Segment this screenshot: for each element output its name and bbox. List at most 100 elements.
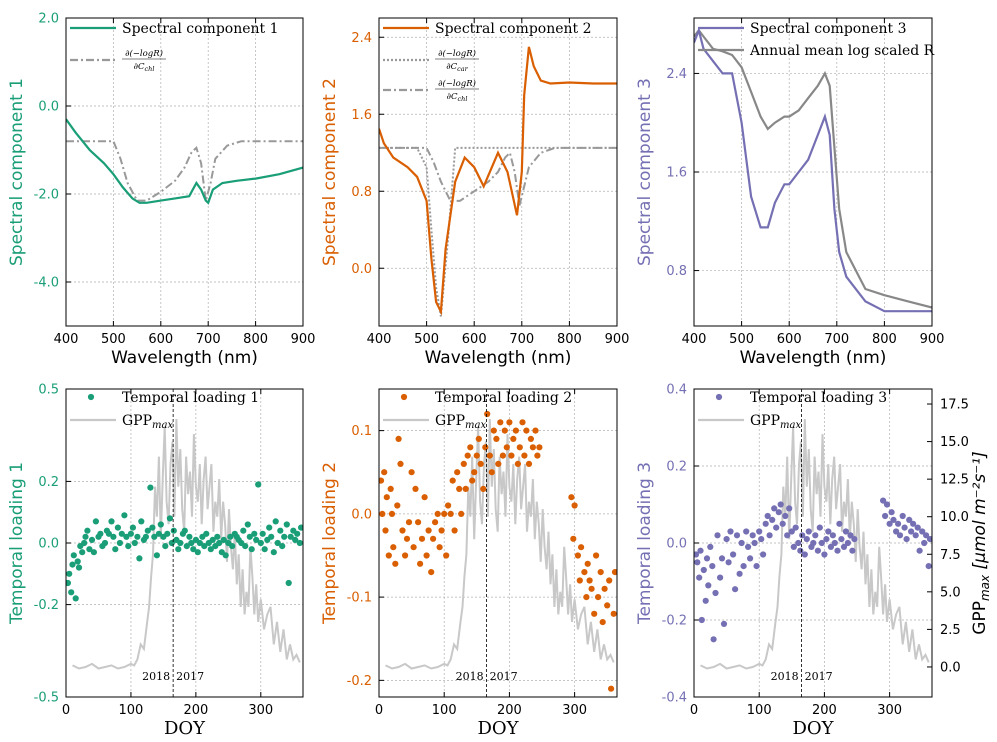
data-point xyxy=(738,539,745,547)
data-point xyxy=(694,559,701,566)
data-point xyxy=(417,560,424,567)
data-point xyxy=(532,427,539,434)
data-point xyxy=(705,582,712,589)
data-point xyxy=(105,530,112,537)
data-point xyxy=(597,569,604,576)
data-point xyxy=(534,452,541,459)
data-point xyxy=(257,539,264,547)
x-axis-label: DOY xyxy=(792,718,834,739)
data-point xyxy=(72,595,79,602)
data-point xyxy=(703,555,711,562)
legend-marker xyxy=(87,393,95,401)
data-point xyxy=(702,597,709,604)
x-tick-label: 200 xyxy=(183,703,208,718)
data-point xyxy=(790,543,797,551)
data-point xyxy=(842,528,850,535)
data-point xyxy=(123,533,130,540)
data-point xyxy=(222,552,229,559)
y-tick-label: 0.0 xyxy=(38,537,59,552)
spectral-component-2-line xyxy=(379,46,617,316)
panel-frame xyxy=(65,17,304,327)
x-tick-label: 400 xyxy=(682,332,707,347)
data-point xyxy=(888,509,895,516)
data-point xyxy=(882,512,889,520)
data-point xyxy=(144,527,151,534)
data-point xyxy=(127,530,134,537)
data-point xyxy=(399,527,406,534)
data-point xyxy=(246,533,253,540)
plot-area xyxy=(379,410,617,692)
gpp-max-line xyxy=(385,418,615,670)
year-label-2018: 2018 xyxy=(456,670,484,683)
data-point xyxy=(162,543,169,550)
y-tick-label: -0.4 xyxy=(662,691,687,706)
data-point xyxy=(784,532,791,539)
data-point xyxy=(610,610,617,617)
data-point xyxy=(707,543,714,551)
x-tick-label: 300 xyxy=(248,703,273,718)
data-point xyxy=(516,444,523,451)
x-tick-label: 700 xyxy=(196,332,221,347)
data-point xyxy=(814,547,822,554)
data-point xyxy=(415,519,422,526)
y2-tick-label: 0.0 xyxy=(940,660,961,675)
data-point xyxy=(153,552,160,559)
data-point xyxy=(694,551,700,558)
panel-frame xyxy=(65,388,304,698)
y-tick-label: -0.5 xyxy=(34,691,59,706)
x-tick-label: 900 xyxy=(605,332,630,347)
x-tick-label: 600 xyxy=(148,332,173,347)
data-point xyxy=(849,547,856,554)
data-point xyxy=(823,536,830,543)
x-tick-label: 800 xyxy=(243,332,268,347)
data-point xyxy=(121,512,128,519)
panel-frame xyxy=(693,388,933,698)
data-point xyxy=(467,444,474,451)
data-point xyxy=(840,543,848,551)
data-point xyxy=(769,516,776,524)
y-axis-label: Temporal loading 3 xyxy=(635,462,655,625)
legend-numerator: ∂(−logR) xyxy=(125,48,163,59)
data-point xyxy=(157,521,164,528)
annual-mean-log-r-line xyxy=(694,28,932,309)
denominator-main: ∂C xyxy=(134,62,145,72)
year-label-2017: 2017 xyxy=(176,670,204,683)
spectral-component-1-line xyxy=(66,118,303,205)
data-point xyxy=(451,527,458,534)
data-point xyxy=(434,510,441,517)
data-point xyxy=(84,527,91,534)
data-point xyxy=(138,518,145,525)
y-tick-label: 0.2 xyxy=(666,460,687,475)
data-point xyxy=(408,469,415,476)
data-point xyxy=(821,551,828,558)
data-point xyxy=(449,477,456,484)
data-point xyxy=(844,539,852,547)
data-point xyxy=(514,460,522,467)
data-point xyxy=(261,546,268,553)
data-point xyxy=(460,460,467,467)
data-point xyxy=(611,569,617,576)
data-point xyxy=(488,469,495,476)
data-point xyxy=(395,435,402,442)
legend-denominator: ∂Cchl xyxy=(447,92,468,103)
data-point xyxy=(118,530,125,537)
data-point xyxy=(529,444,537,451)
data-point xyxy=(196,539,203,547)
data-point xyxy=(762,520,769,527)
deriv-chl-line xyxy=(379,146,617,206)
data-point xyxy=(486,452,493,459)
legend-denominator: ∂Cchl xyxy=(134,62,155,73)
data-point xyxy=(777,501,784,508)
data-point xyxy=(166,515,173,522)
data-point xyxy=(394,502,401,509)
y-tick-label: 0.0 xyxy=(666,537,687,552)
data-point xyxy=(788,528,795,535)
data-point xyxy=(147,484,154,491)
data-point xyxy=(75,564,83,571)
data-point xyxy=(764,512,771,520)
gpp-max-line xyxy=(700,418,930,670)
legend: Temporal loading 2 GPPmax xyxy=(383,390,572,431)
data-point xyxy=(608,685,615,692)
data-point xyxy=(740,563,747,570)
data-point xyxy=(421,494,428,501)
